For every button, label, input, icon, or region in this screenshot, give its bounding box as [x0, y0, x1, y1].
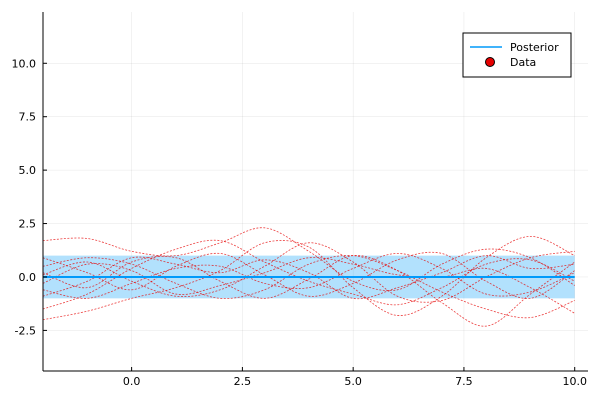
legend-data-marker — [485, 57, 495, 67]
x-tick-label: 10.0 — [562, 375, 587, 388]
y-tick-label: -2.5 — [15, 324, 36, 337]
axes — [42, 12, 588, 372]
legend-data-label: Data — [510, 56, 536, 69]
legend-box — [462, 32, 572, 78]
legend-posterior-label: Posterior — [510, 41, 559, 54]
posterior-sample-path — [42, 255, 575, 327]
y-tick-label: 0.0 — [19, 271, 37, 284]
y-tick-label: 2.5 — [19, 218, 37, 231]
posterior-sample-path — [42, 257, 575, 314]
posterior-sample-path — [42, 227, 575, 291]
y-tick-label: 5.0 — [19, 164, 37, 177]
posterior-sample-path — [42, 253, 575, 299]
posterior-sample-path — [42, 242, 575, 303]
posterior-sample-path — [42, 235, 575, 321]
y-tick-label: 7.5 — [19, 111, 37, 124]
x-tick-label: 5.0 — [344, 375, 362, 388]
x-tick-label: 7.5 — [455, 375, 473, 388]
posterior-samples-layer — [42, 227, 575, 327]
legend: Posterior Data — [462, 32, 572, 78]
tick-labels: 0.0 2.5 5.0 7.5 10.0 -2.5 0.0 2.5 5.0 7.5 10.0 — [12, 57, 587, 388]
posterior-sample-path — [42, 239, 575, 310]
y-tick-label: 10.0 — [12, 57, 37, 70]
x-tick-label: 2.5 — [234, 375, 252, 388]
posterior-sample-path — [42, 255, 575, 300]
posterior-sample-path — [42, 251, 575, 299]
x-tick-label: 0.0 — [123, 375, 141, 388]
